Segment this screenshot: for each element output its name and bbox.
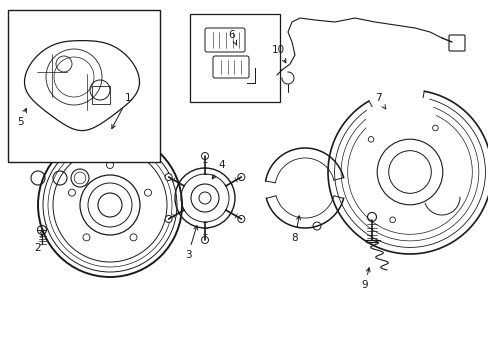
Bar xyxy=(190,14,280,102)
Bar xyxy=(8,10,160,162)
Bar xyxy=(92,86,110,104)
Circle shape xyxy=(237,216,244,222)
Circle shape xyxy=(165,174,172,180)
Text: 10: 10 xyxy=(271,45,285,63)
Circle shape xyxy=(165,216,172,222)
Text: 6: 6 xyxy=(228,30,236,45)
Circle shape xyxy=(201,153,208,159)
Text: 5: 5 xyxy=(17,108,26,127)
Circle shape xyxy=(237,174,244,180)
Text: 7: 7 xyxy=(374,93,385,109)
Circle shape xyxy=(201,237,208,243)
Text: 9: 9 xyxy=(361,268,369,290)
Text: 2: 2 xyxy=(35,230,44,253)
Text: 8: 8 xyxy=(291,216,300,243)
Text: 4: 4 xyxy=(212,160,225,179)
Text: 1: 1 xyxy=(112,93,131,129)
Text: 3: 3 xyxy=(184,226,197,260)
